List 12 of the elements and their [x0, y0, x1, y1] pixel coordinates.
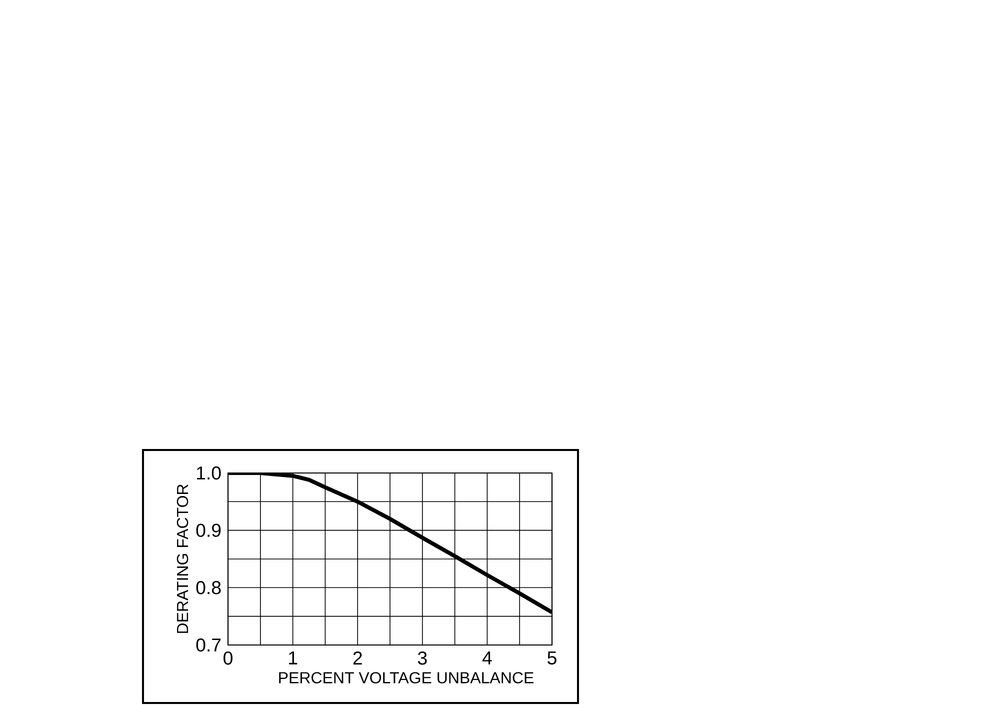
x-tick-label: 0 — [224, 651, 232, 665]
x-tick-label: 5 — [548, 651, 556, 665]
x-tick-label: 1 — [289, 651, 298, 664]
y-tick-label: 0.8 — [196, 581, 221, 594]
y-tick-label: 1.0 — [196, 466, 221, 480]
x-axis-title: PERCENT VOLTAGE UNBALANCE — [279, 672, 534, 684]
x-tick-label: 4 — [482, 651, 492, 664]
y-axis-title: DERATING FACTOR — [176, 484, 188, 633]
y-tick-label: 0.9 — [196, 524, 221, 537]
y-tick-label: 0.7 — [196, 638, 221, 652]
x-tick-label: 3 — [418, 651, 427, 665]
x-tick-label: 2 — [353, 651, 362, 665]
